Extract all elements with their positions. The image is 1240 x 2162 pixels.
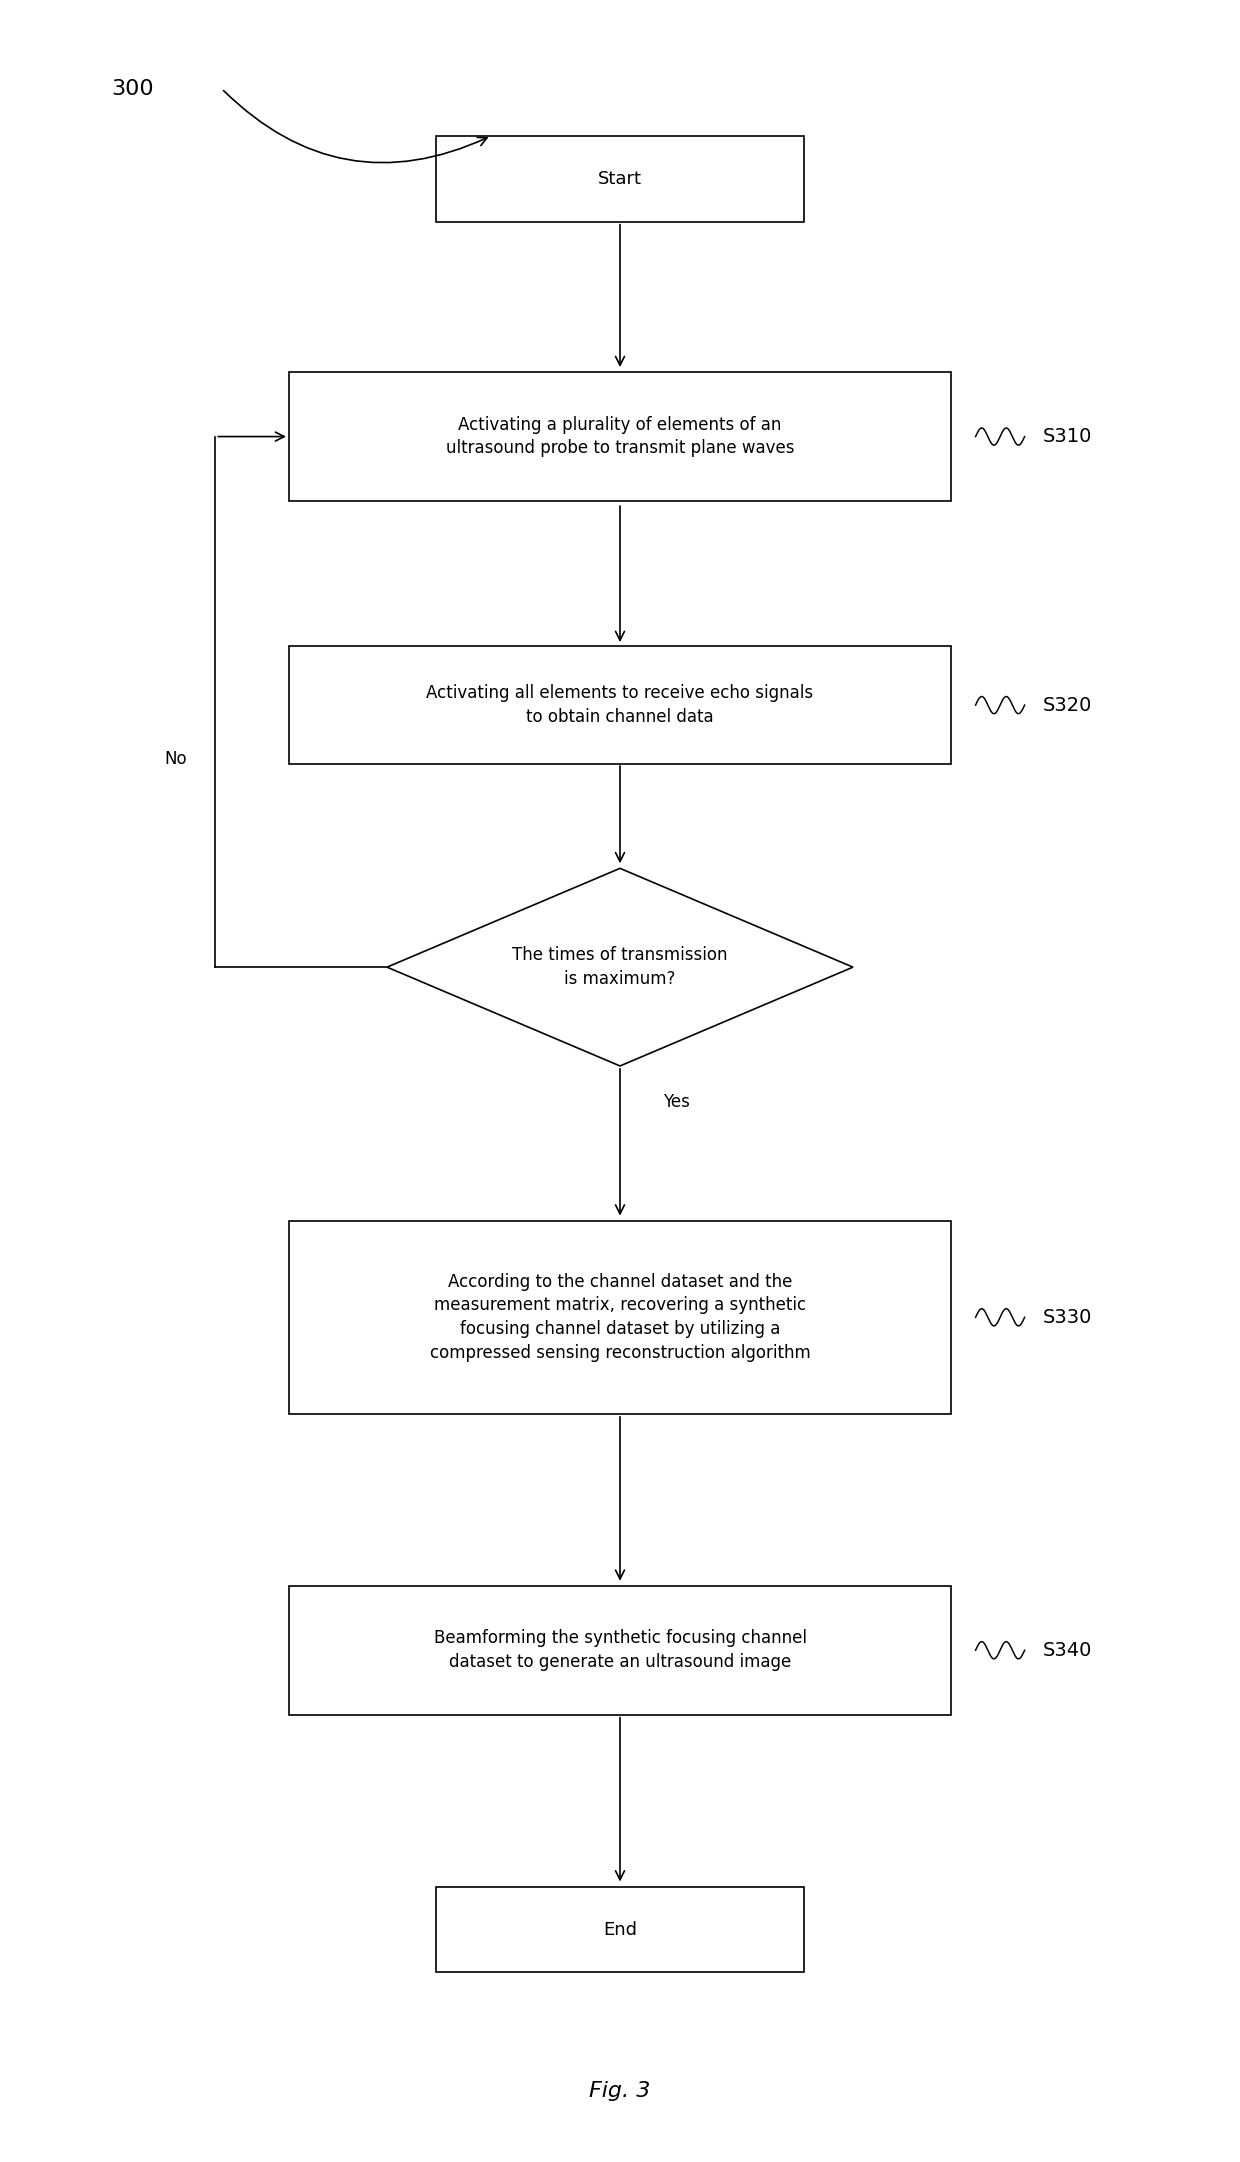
Polygon shape bbox=[387, 869, 853, 1066]
Text: According to the channel dataset and the
measurement matrix, recovering a synthe: According to the channel dataset and the… bbox=[429, 1273, 811, 1362]
FancyBboxPatch shape bbox=[436, 1887, 804, 1972]
Text: S310: S310 bbox=[1043, 428, 1092, 445]
Text: Fig. 3: Fig. 3 bbox=[589, 2080, 651, 2101]
FancyBboxPatch shape bbox=[289, 646, 951, 763]
Text: Start: Start bbox=[598, 171, 642, 188]
Text: Yes: Yes bbox=[663, 1094, 689, 1111]
Text: The times of transmission
is maximum?: The times of transmission is maximum? bbox=[512, 947, 728, 988]
Text: Activating a plurality of elements of an
ultrasound probe to transmit plane wave: Activating a plurality of elements of an… bbox=[445, 415, 795, 458]
Text: S320: S320 bbox=[1043, 696, 1092, 716]
Text: Activating all elements to receive echo signals
to obtain channel data: Activating all elements to receive echo … bbox=[427, 685, 813, 726]
Text: S340: S340 bbox=[1043, 1641, 1092, 1660]
Text: 300: 300 bbox=[112, 78, 154, 99]
FancyBboxPatch shape bbox=[289, 1222, 951, 1414]
Text: Beamforming the synthetic focusing channel
dataset to generate an ultrasound ima: Beamforming the synthetic focusing chann… bbox=[434, 1630, 806, 1671]
Text: End: End bbox=[603, 1920, 637, 1939]
Text: No: No bbox=[165, 750, 187, 768]
FancyBboxPatch shape bbox=[289, 1585, 951, 1714]
Text: S330: S330 bbox=[1043, 1308, 1092, 1327]
FancyBboxPatch shape bbox=[289, 372, 951, 502]
FancyBboxPatch shape bbox=[436, 136, 804, 223]
